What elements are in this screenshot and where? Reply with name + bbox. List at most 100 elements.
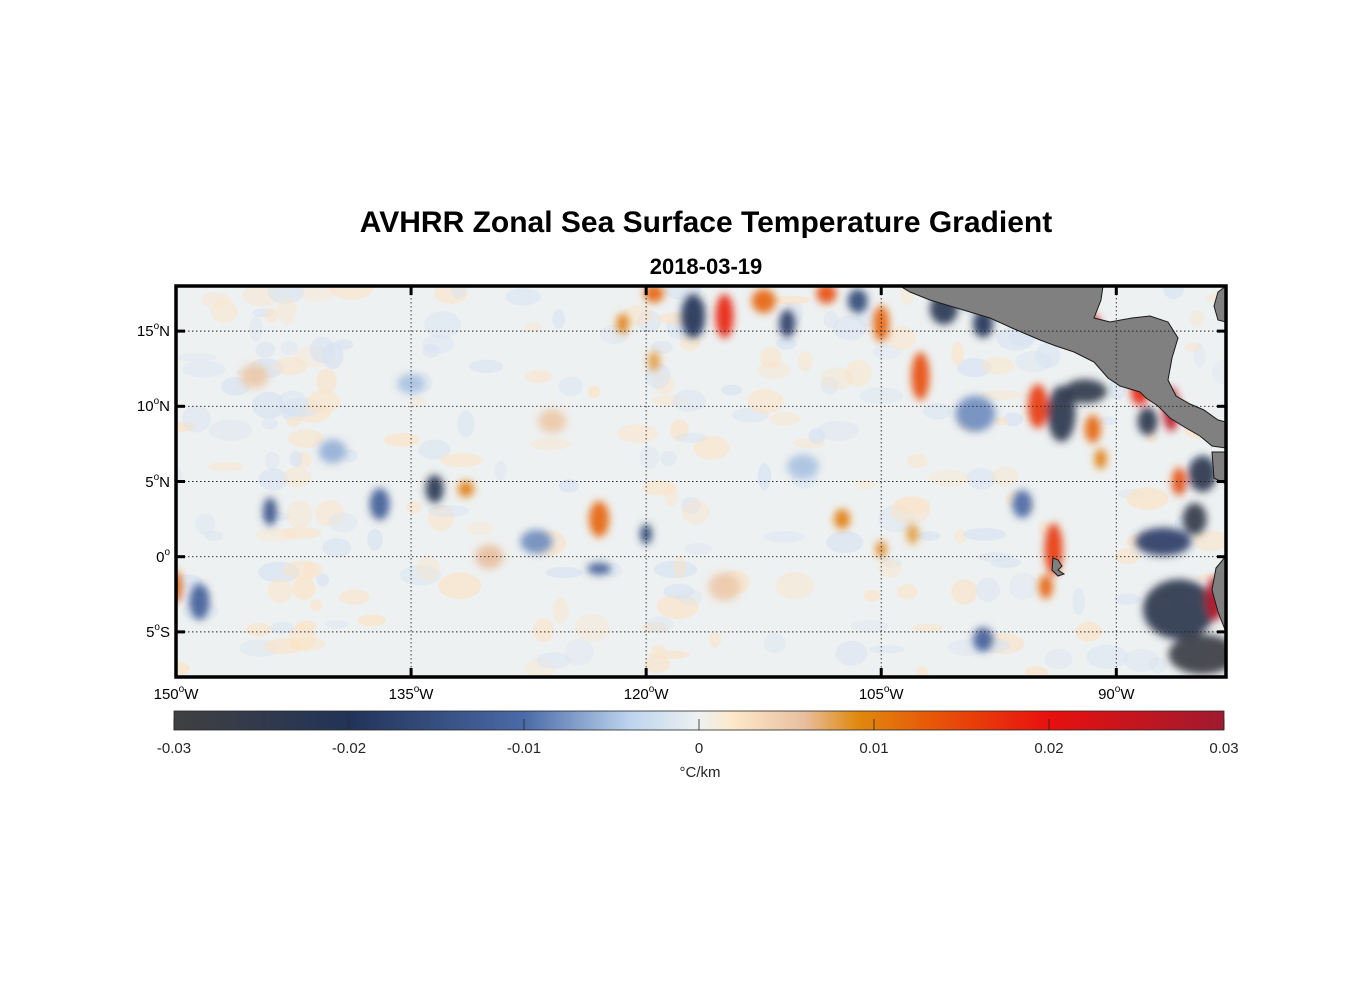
degree-symbol: o [413,684,420,695]
texture-blob [434,286,469,304]
texture-blob [760,346,782,369]
texture-blob [651,644,666,654]
warm-gradient-feature [538,409,567,434]
texture-blob [424,311,462,339]
texture-blob [923,402,952,420]
texture-blob [182,360,226,378]
texture-blob [204,530,224,541]
texture-blob [400,565,441,586]
land-central-america [899,286,1226,449]
x-tick-label: 105oW [841,684,921,703]
texture-blob [896,584,918,600]
texture-blob [339,589,370,605]
texture-blob [966,468,996,490]
degree-symbol: o [153,396,160,408]
cool-gradient-feature [263,497,277,526]
texture-blob [656,594,699,620]
texture-blob [1162,286,1185,299]
warm-gradient-feature [715,294,734,339]
texture-blob [636,310,662,333]
texture-blob [367,528,383,551]
cool-gradient-feature [681,294,706,339]
texture-blob [951,579,978,605]
texture-blob [449,286,468,300]
texture-blob [917,531,941,541]
warm-gradient-feature [648,351,660,372]
texture-blob [210,299,238,324]
texture-blob [797,351,813,372]
texture-blob [887,326,917,351]
texture-blob [670,419,689,442]
cool-gradient-feature [189,583,210,620]
texture-blob [316,368,337,394]
colorbar-frame [173,710,1225,731]
y-tick-number: 15 [136,323,154,341]
texture-blob [552,309,565,329]
texture-blob [763,633,786,654]
texture-blob [872,344,902,359]
texture-blob [357,614,387,627]
graticule [176,286,1226,677]
y-tick-number: 5 [146,623,155,641]
chart-title: AVHRR Zonal Sea Surface Temperature Grad… [359,206,1053,239]
colorbar-tick-label: 0.03 [1209,740,1239,757]
texture-blob [264,451,280,471]
texture-blob [295,620,317,631]
texture-blob [466,521,495,535]
texture-blob [684,543,712,555]
texture-blob [545,567,583,579]
land-right-edge-north [1213,286,1226,323]
texture-blob [1184,342,1203,352]
hemisphere-letter: W [654,686,669,703]
texture-blob [309,336,335,363]
texture-blob [868,645,905,654]
cool-gradient-feature [786,454,819,479]
texture-blob [645,616,674,633]
texture-blob [289,637,326,652]
cool-gradient-feature [1182,503,1207,536]
texture-blob [675,432,708,443]
warm-gradient-feature [911,352,930,401]
warm-gradient-feature [834,509,850,530]
texture-blob [245,622,272,637]
hemisphere-letter: N [159,473,170,491]
warm-gradient-feature [1038,574,1053,599]
texture-blob [1035,342,1061,369]
texture-blob [826,531,864,554]
texture-blob [639,446,660,470]
land-masses [899,286,1226,633]
texture-blob [384,433,420,447]
x-tick-number: 150 [153,686,179,703]
texture-blob [267,286,304,304]
texture-blob [280,340,299,355]
texture-blob [428,504,454,532]
texture-blob [1044,648,1073,670]
texture-blob [1072,587,1085,616]
texture-blob [1190,310,1205,327]
texture-blob [929,470,970,487]
texture-blob [296,286,337,302]
cool-gradient-feature [369,488,390,521]
texture-blob [273,357,307,376]
chart-subtitle: 2018-03-19 [649,254,763,279]
texture-blob [835,640,868,666]
texture-blob [440,453,483,468]
texture-blob [912,623,943,632]
y-tick-label: 5oS [110,622,170,641]
texture-blob [533,618,554,643]
texture-blob [816,420,860,441]
texture-blob [329,286,374,300]
degree-symbol: o [153,471,160,483]
texture-blob [721,384,743,396]
cool-gradient-feature [847,289,868,313]
texture-blob [286,417,301,427]
cool-gradient-feature [1137,407,1158,436]
texture-blob [328,512,358,533]
texture-blob [282,560,323,580]
texture-blob [1024,666,1049,677]
warm-gradient-feature [1027,384,1048,429]
texture-blob [1193,343,1206,368]
cool-gradient-feature [425,475,444,503]
cool-gradient-feature [955,395,996,432]
texture-blob [775,572,815,600]
